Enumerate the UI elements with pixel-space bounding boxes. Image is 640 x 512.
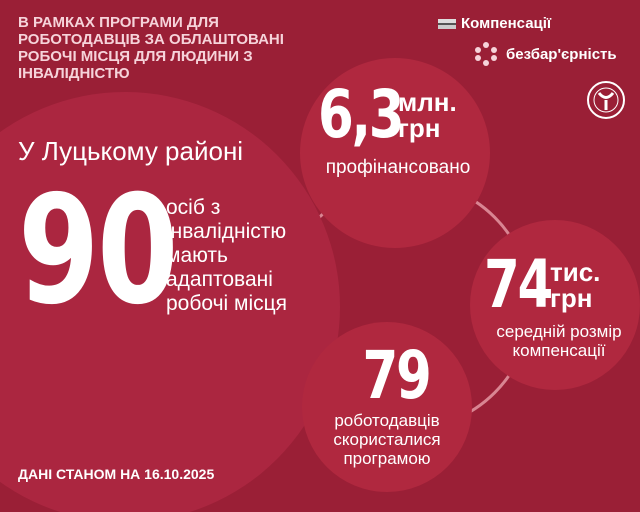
- data-date: ДАНІ СТАНОМ НА 16.10.2025: [18, 466, 215, 482]
- stat-caption: роботодавців скористалися програмою: [333, 411, 441, 468]
- dots-ring-icon: [475, 42, 497, 66]
- tag-compensations: Компенсації: [438, 15, 551, 32]
- count-text: осіб з інвалідністю мають адаптовані роб…: [166, 196, 288, 315]
- stat-unit: млн. грн: [398, 87, 457, 143]
- stat-funding: 6,3 млн. грн профінансовано: [318, 76, 478, 178]
- district-label: У Луцькому районі: [18, 136, 244, 166]
- stat-value: 6,3: [318, 76, 405, 153]
- stat-employers: 79 роботодавців скористалися програмою: [317, 337, 457, 469]
- stat-caption: середній розмір компенсації: [496, 322, 622, 360]
- stat-caption: профінансовано: [325, 157, 471, 178]
- stat-value: 74: [484, 246, 553, 323]
- stat-circle-funding: [300, 58, 490, 248]
- stat-average: 74 тис. грн середній розмір компенсації: [484, 246, 634, 361]
- tag-label: безбар'єрність: [506, 45, 617, 63]
- tag-label: Компенсації: [461, 15, 552, 32]
- wallet-icon: [438, 18, 456, 29]
- stat-circle-average: [470, 220, 640, 390]
- stat-circle-employers: [302, 322, 472, 492]
- employment-service-logo-icon: [587, 81, 625, 119]
- stat-value: 79: [362, 337, 432, 414]
- stat-unit: тис. грн: [550, 257, 601, 313]
- tag-barrier-free: безбар'єрність: [474, 42, 617, 66]
- count-value: 90: [18, 164, 178, 338]
- page-title: В РАМКАХ ПРОГРАМИ ДЛЯ РОБОТОДАВЦІВ ЗА ОБ…: [18, 14, 284, 82]
- main-circle: [0, 92, 340, 512]
